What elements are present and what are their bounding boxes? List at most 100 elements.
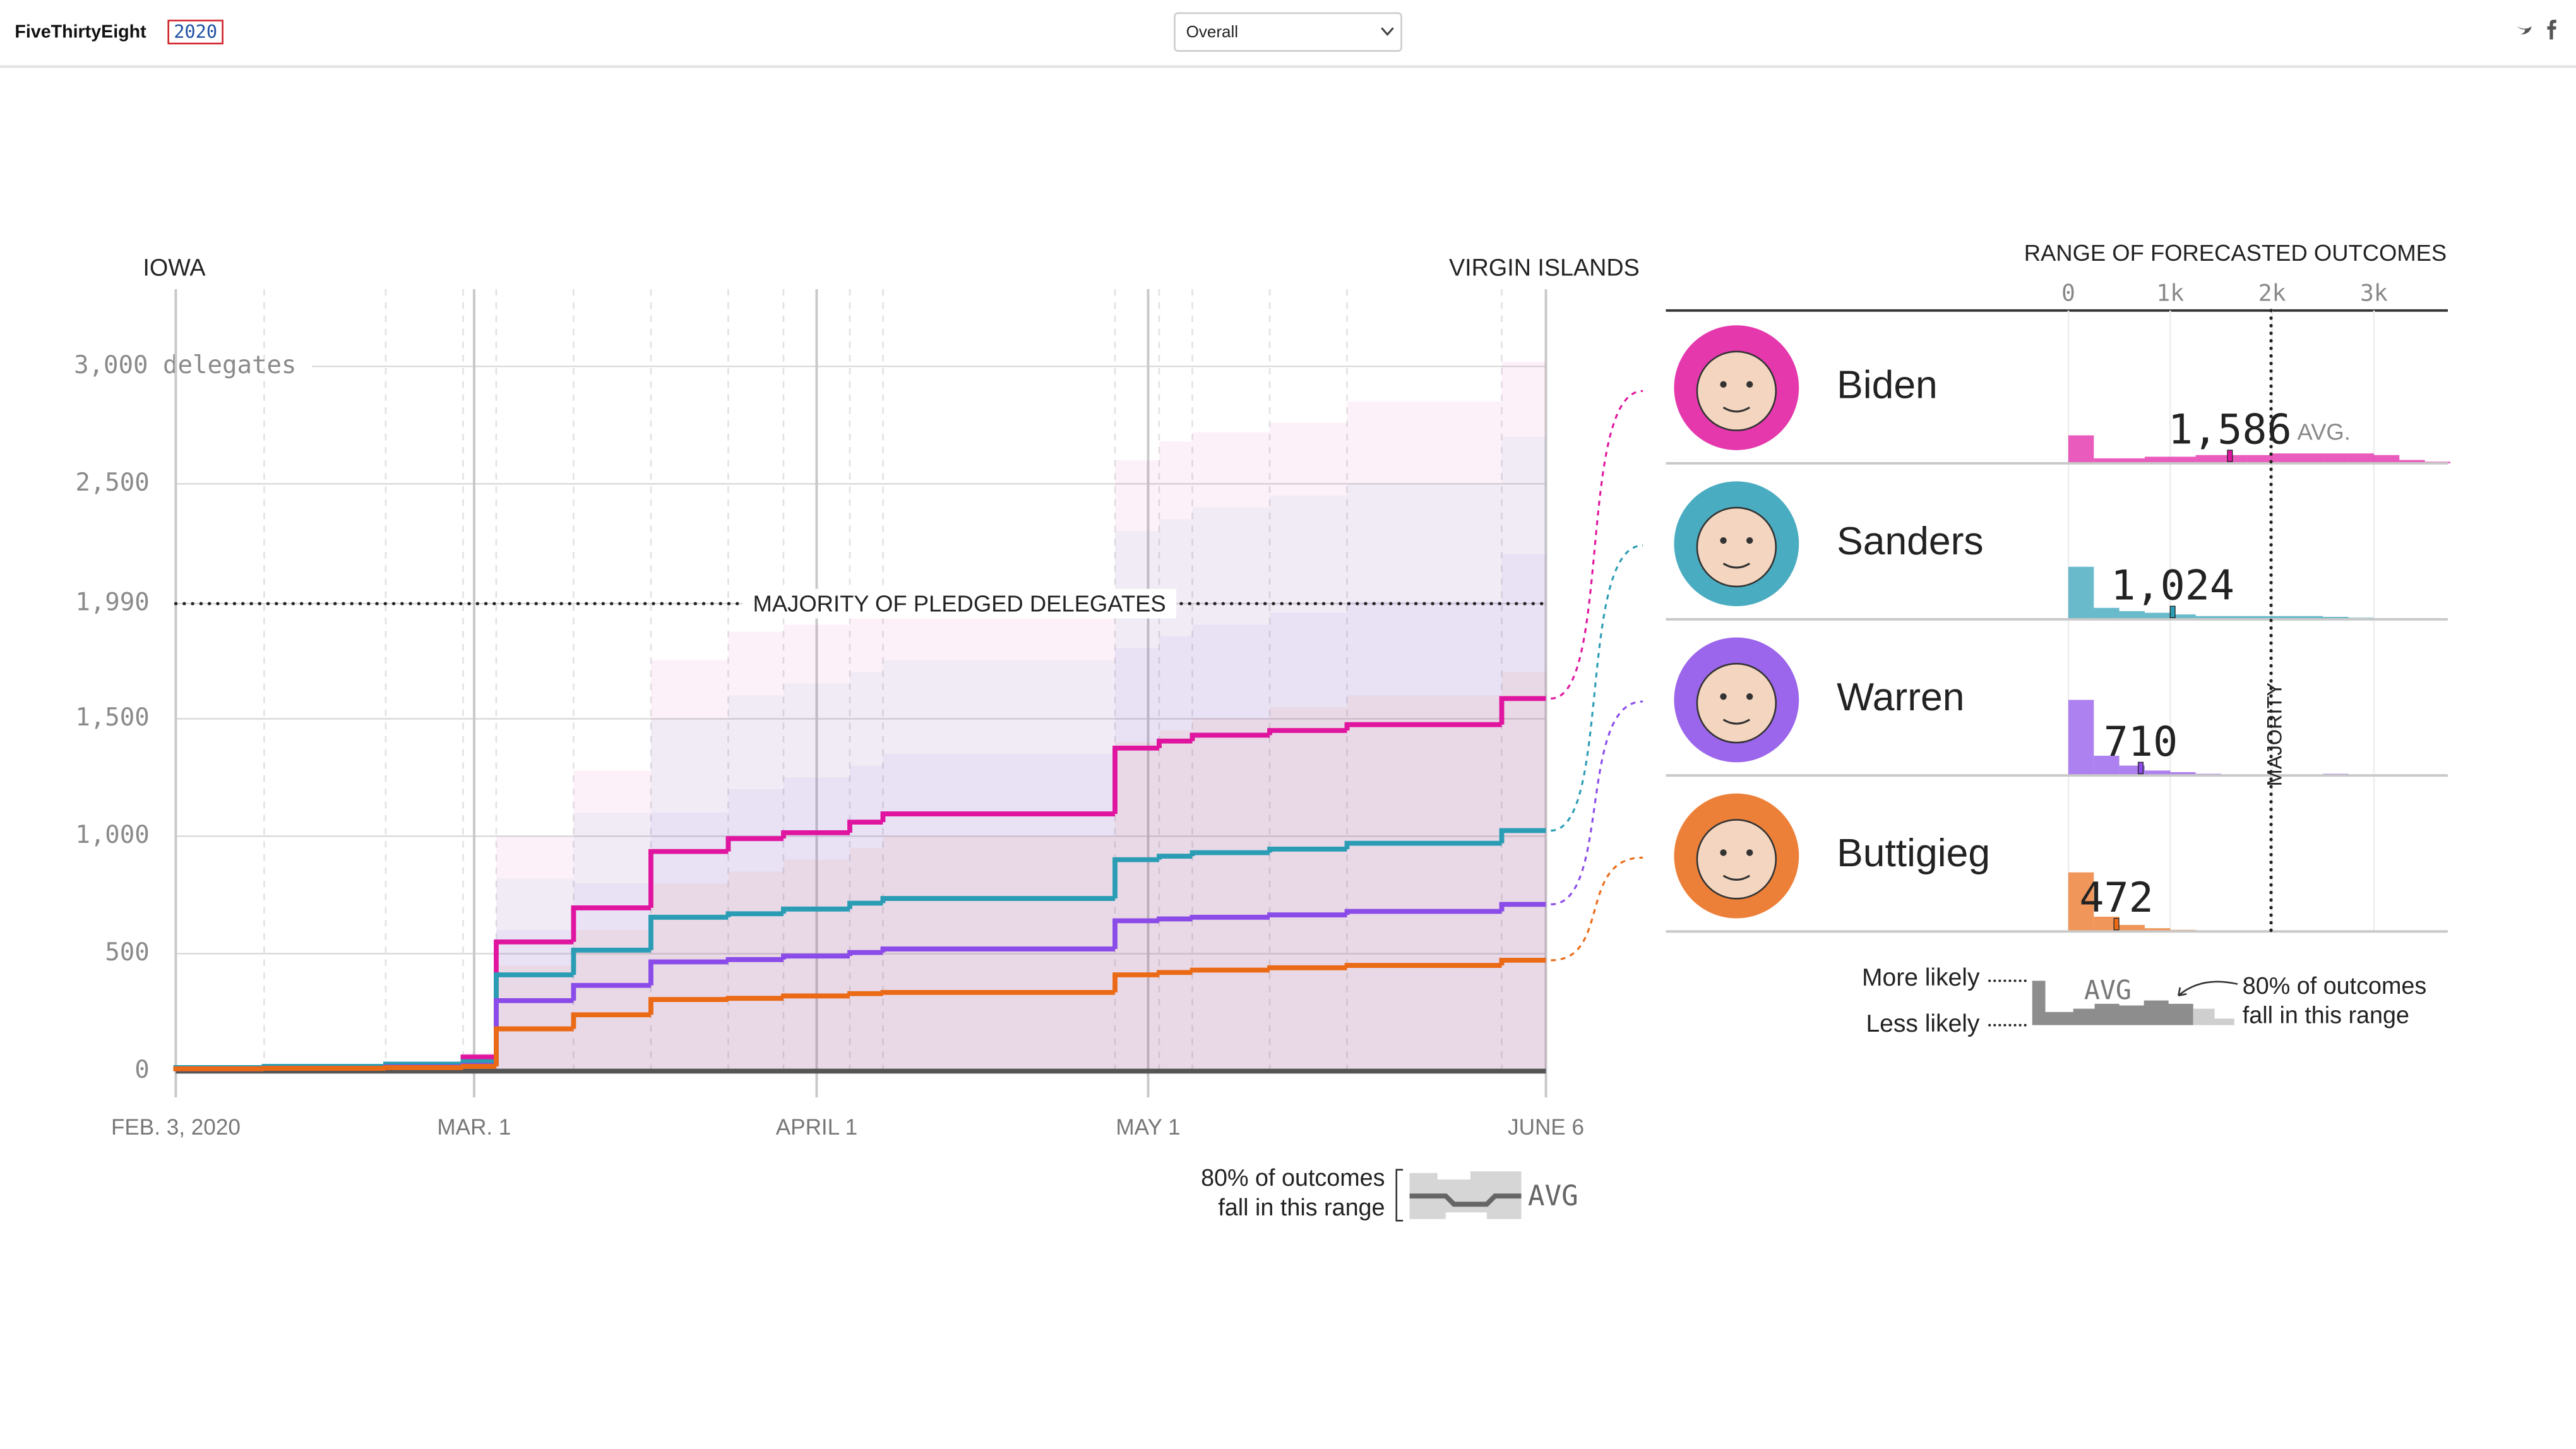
range-area [728, 695, 784, 1071]
average-label: 472 [2079, 874, 2154, 922]
range-area [1347, 601, 1502, 1071]
average-suffix: AVG. [2298, 419, 2351, 445]
range-area [849, 671, 883, 1071]
key-range-line-2: fall in this range [1218, 1194, 1385, 1220]
range-area [1269, 422, 1347, 1071]
portrait-mouth [1722, 874, 1751, 881]
range-area [1347, 695, 1502, 1071]
range-area [1501, 554, 1546, 1071]
key-avg: AVG [1528, 1180, 1578, 1212]
twitter-icon[interactable] [2517, 26, 2532, 35]
connector [1551, 544, 1643, 832]
histogram-bar [2119, 458, 2145, 463]
logo-year: 2020 [174, 21, 217, 42]
key-band [1409, 1171, 1522, 1219]
y-tick-label: 1,500 [75, 703, 149, 732]
histogram-bar [2119, 611, 2145, 619]
range-area [1114, 460, 1159, 1071]
range-area [1159, 730, 1193, 1071]
candidate-name: Sanders [1837, 519, 1984, 563]
range-area [1269, 495, 1347, 1071]
histogram-bar [2144, 770, 2171, 776]
histogram-bar [2373, 455, 2400, 463]
range-area [1114, 742, 1159, 1071]
range-area [1114, 530, 1159, 1071]
range-area [1269, 707, 1347, 1071]
range-area [1192, 624, 1270, 1071]
key-range-line-1: 80% of outcomes [1201, 1164, 1385, 1191]
histogram-bar [2348, 453, 2374, 463]
x-tick-label: MAY 1 [1116, 1115, 1180, 1140]
range-area [783, 859, 850, 1071]
range-area [650, 719, 729, 1071]
range-area [1192, 432, 1270, 1071]
key-avg-line [1409, 1193, 1522, 1207]
range-area [650, 660, 729, 1071]
portrait-face [1696, 662, 1777, 744]
key-avg-bg [2073, 977, 2143, 1004]
x-tick-label: 2k [2258, 279, 2286, 306]
majority-label-bg [742, 588, 1177, 619]
start-label: IOWA [143, 254, 206, 281]
key-range-line-1: 80% of outcomes [2243, 972, 2426, 999]
y-tick-label: 1,990 [75, 588, 149, 617]
key-arrow [2178, 981, 2238, 997]
range-area [573, 930, 651, 1071]
range-area [1159, 441, 1193, 1071]
outcome-panel: RANGE OF FORECASTED OUTCOMES 0 1k 2k 3k 1,586… [1666, 240, 2450, 1037]
histogram-bar [2094, 755, 2120, 776]
histogram-bar [2170, 772, 2196, 776]
histogram-bar [2068, 435, 2094, 463]
range-area [573, 770, 651, 1071]
candidate-name: Biden [1837, 363, 1938, 407]
portrait-face [1696, 506, 1777, 588]
average-label: 710 [2104, 719, 2178, 766]
portrait-face [1696, 819, 1777, 900]
facebook-icon[interactable] [2547, 20, 2556, 40]
range-area [883, 754, 1115, 1071]
average-label: 1,586 [2168, 406, 2292, 453]
x-tick-label: FEB. 3, 2020 [111, 1115, 241, 1140]
range-area [496, 836, 574, 1071]
key-histogram-tail [2193, 1008, 2234, 1025]
logo[interactable]: FiveThirtyEight [15, 22, 146, 42]
portrait-mouth [1722, 406, 1751, 413]
histogram-bar [2170, 614, 2196, 619]
portrait-eye [1720, 381, 1727, 388]
portrait-mouth [1722, 719, 1751, 725]
y-tick-label: 1,000 [75, 821, 149, 849]
average-mark [2113, 917, 2120, 931]
dropdown-chevron [1381, 27, 1394, 37]
end-label: VIRGIN ISLANDS [1449, 254, 1640, 281]
logo-year-box [167, 20, 224, 45]
range-area [883, 836, 1115, 1071]
range-area [650, 883, 729, 1071]
histogram-bar [2144, 928, 2171, 932]
histogram-bar [2144, 612, 2171, 619]
range-area [1192, 719, 1270, 1071]
range-area [728, 871, 784, 1071]
average-label: 1,024 [2111, 563, 2234, 610]
histogram-bar [2094, 458, 2120, 463]
y-tick-label: 2,500 [75, 468, 149, 497]
portrait-face [1696, 350, 1777, 432]
portrait-eye [1720, 693, 1727, 700]
x-tick-label: JUNE 6 [1508, 1115, 1584, 1140]
histogram-bar [2246, 455, 2272, 463]
portrait-eye [1720, 537, 1727, 544]
average-mark [2169, 605, 2176, 619]
histogram-bar [2246, 616, 2272, 619]
candidate-name: Warren [1837, 675, 1964, 719]
connector [1551, 390, 1643, 700]
range-area [573, 883, 651, 1071]
histogram-bar [2068, 566, 2094, 619]
histogram-bar [2297, 616, 2323, 619]
x-tick-label: MAR. 1 [437, 1115, 511, 1140]
majority-label: MAJORITY OF PLEDGED DELEGATES [753, 590, 1166, 616]
dropdown[interactable] [1174, 12, 1402, 52]
range-area [650, 813, 729, 1071]
connector [1551, 856, 1643, 962]
range-area [1501, 436, 1546, 1071]
key-bracket [1395, 1169, 1404, 1222]
